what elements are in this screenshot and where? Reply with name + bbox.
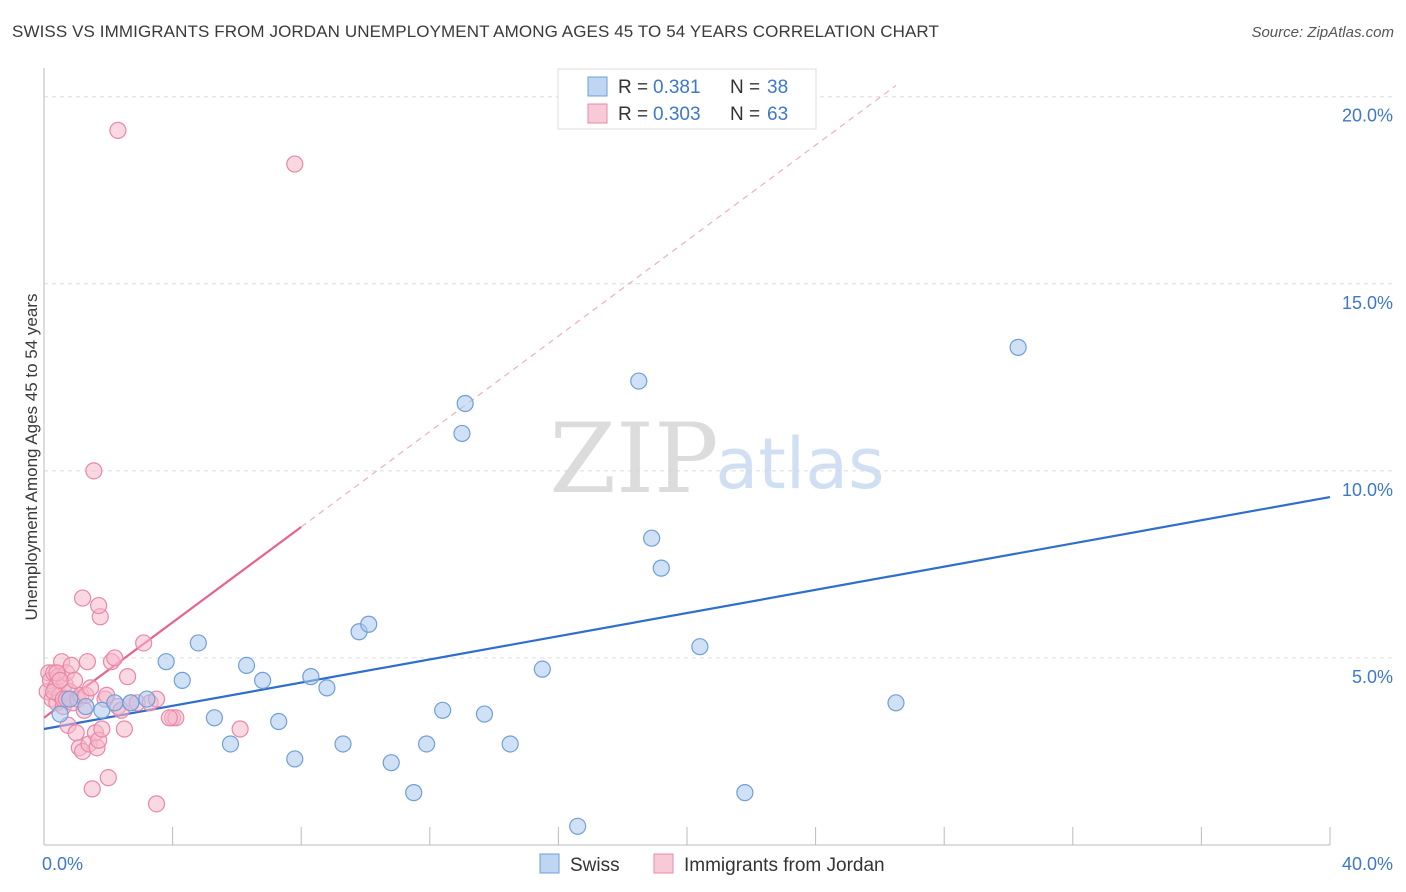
swiss-point bbox=[501, 735, 519, 753]
swiss-point bbox=[254, 671, 272, 689]
swiss-point bbox=[475, 705, 494, 723]
jordan-point bbox=[51, 671, 69, 689]
legend-n-label: N = bbox=[730, 77, 760, 98]
jordan-point bbox=[90, 596, 108, 615]
swiss-point bbox=[77, 697, 95, 716]
jordan-point bbox=[231, 720, 249, 738]
swiss-point bbox=[318, 679, 336, 697]
swiss-series-label: Swiss bbox=[570, 855, 620, 876]
legend-n-value: 38 bbox=[767, 77, 788, 98]
jordan-series-label: Immigrants from Jordan bbox=[684, 855, 885, 876]
watermark-atlas: atlas bbox=[715, 423, 884, 505]
swiss-point bbox=[405, 784, 423, 802]
jordan-point bbox=[99, 769, 117, 787]
swiss-point bbox=[453, 424, 471, 443]
swiss-point bbox=[1009, 338, 1027, 356]
swiss-point bbox=[334, 735, 352, 753]
swiss-point bbox=[533, 660, 551, 678]
swiss-point bbox=[61, 690, 79, 708]
jordan-point bbox=[93, 720, 111, 738]
swiss-point bbox=[237, 656, 256, 675]
series-legend: Swiss Immigrants from Jordan bbox=[539, 853, 885, 876]
jordan-series-swatch bbox=[653, 853, 674, 874]
legend-r-label: R = bbox=[618, 104, 648, 125]
swiss-point bbox=[93, 701, 111, 719]
y-axis-label: Unemployment Among Ages 45 to 54 years bbox=[22, 294, 41, 621]
swiss-point bbox=[51, 705, 69, 723]
jordan-point bbox=[78, 653, 97, 671]
y-tick-label: 20.0% bbox=[1342, 106, 1393, 126]
swiss-point bbox=[691, 638, 709, 656]
swiss-point bbox=[221, 735, 240, 753]
swiss-point bbox=[736, 784, 754, 802]
legend-r-label: R = bbox=[618, 77, 648, 98]
swiss-point bbox=[122, 694, 140, 712]
y-tick-label: 15.0% bbox=[1342, 293, 1393, 313]
swiss-point bbox=[205, 709, 223, 727]
y-tick-label: 5.0% bbox=[1352, 667, 1393, 687]
swiss-trend-line bbox=[43, 495, 1331, 731]
swiss-point bbox=[652, 559, 670, 577]
jordan-point bbox=[135, 634, 153, 652]
swiss-point bbox=[138, 690, 156, 708]
axes bbox=[43, 68, 1331, 846]
jordan-point bbox=[115, 720, 133, 738]
jordan-point bbox=[82, 679, 100, 697]
chart-title: SWISS VS IMMIGRANTS FROM JORDAN UNEMPLOY… bbox=[12, 22, 939, 41]
x-tick-label: 40.0% bbox=[1342, 854, 1393, 874]
swiss-point bbox=[302, 668, 320, 686]
swiss-point bbox=[887, 694, 905, 712]
jordan-point bbox=[65, 671, 84, 689]
swiss-point bbox=[417, 735, 436, 753]
legend-r-value: 0.303 bbox=[653, 104, 701, 125]
watermark: ZIP atlas bbox=[549, 403, 884, 515]
jordan-point bbox=[286, 155, 304, 173]
swiss-point bbox=[189, 634, 207, 652]
jordan-point bbox=[160, 709, 178, 727]
swiss-point bbox=[360, 615, 378, 633]
legend-r-value: 0.381 bbox=[653, 77, 701, 98]
swiss-series-swatch bbox=[539, 853, 560, 874]
jordan-point bbox=[62, 656, 80, 675]
legend-n-label: N = bbox=[730, 104, 760, 125]
swiss-point bbox=[157, 653, 175, 671]
swiss-point bbox=[382, 754, 400, 772]
gridlines bbox=[44, 96, 1392, 659]
jordan-point bbox=[73, 589, 92, 607]
data-points bbox=[38, 121, 1027, 835]
jordan-point bbox=[106, 649, 124, 667]
jordan-trend-extension bbox=[300, 85, 897, 528]
source-label: Source: ZipAtlas.com bbox=[1251, 24, 1394, 41]
jordan-point bbox=[83, 780, 101, 798]
correlation-legend: R = 0.381 N = 38 R = 0.303 N = 63 bbox=[557, 68, 817, 130]
legend-n-value: 63 bbox=[767, 104, 788, 125]
swiss-point bbox=[434, 701, 452, 719]
swiss-point bbox=[456, 394, 474, 413]
jordan-point bbox=[67, 724, 85, 742]
swiss-point bbox=[173, 671, 191, 689]
jordan-point bbox=[147, 795, 166, 813]
jordan-point bbox=[118, 668, 137, 686]
swiss-point bbox=[569, 817, 587, 835]
swiss-point bbox=[630, 372, 648, 390]
swiss-point bbox=[286, 750, 304, 768]
swiss-point bbox=[106, 694, 124, 712]
x-tick-label: 0.0% bbox=[42, 854, 83, 874]
watermark-zip: ZIP bbox=[549, 403, 718, 515]
tick-labels: 5.0% 10.0% 15.0% 20.0% 0.0% 40.0% bbox=[42, 106, 1393, 874]
y-tick-label: 10.0% bbox=[1342, 480, 1393, 500]
swiss-legend-swatch bbox=[587, 76, 608, 97]
jordan-point bbox=[85, 462, 103, 480]
jordan-legend-swatch bbox=[587, 103, 608, 124]
swiss-point bbox=[270, 712, 288, 731]
jordan-point bbox=[109, 121, 127, 139]
swiss-point bbox=[643, 529, 661, 547]
